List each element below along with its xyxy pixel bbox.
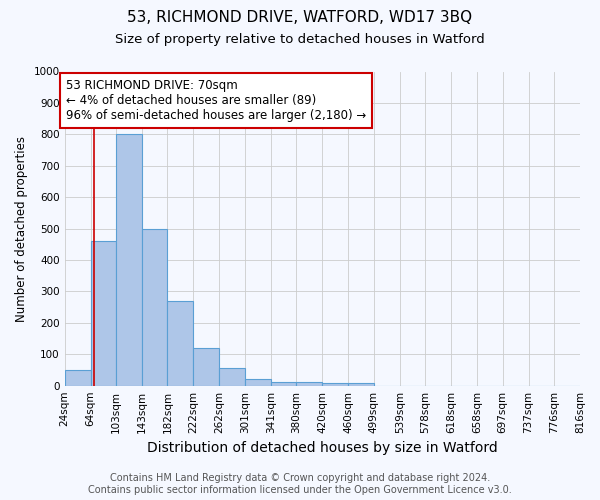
- Text: Size of property relative to detached houses in Watford: Size of property relative to detached ho…: [115, 32, 485, 46]
- Bar: [167, 301, 193, 386]
- Bar: [65, 370, 91, 386]
- Bar: [91, 241, 116, 386]
- Bar: [220, 368, 245, 386]
- X-axis label: Distribution of detached houses by size in Watford: Distribution of detached houses by size …: [147, 441, 497, 455]
- Bar: [322, 383, 349, 386]
- Text: 53, RICHMOND DRIVE, WATFORD, WD17 3BQ: 53, RICHMOND DRIVE, WATFORD, WD17 3BQ: [127, 10, 473, 25]
- Bar: [116, 134, 142, 386]
- Bar: [271, 382, 296, 386]
- Y-axis label: Number of detached properties: Number of detached properties: [15, 136, 28, 322]
- Bar: [142, 228, 167, 386]
- Bar: [349, 383, 374, 386]
- Bar: [296, 382, 322, 386]
- Bar: [245, 379, 271, 386]
- Text: Contains HM Land Registry data © Crown copyright and database right 2024.
Contai: Contains HM Land Registry data © Crown c…: [88, 474, 512, 495]
- Text: 53 RICHMOND DRIVE: 70sqm
← 4% of detached houses are smaller (89)
96% of semi-de: 53 RICHMOND DRIVE: 70sqm ← 4% of detache…: [66, 80, 366, 122]
- Bar: [193, 348, 220, 386]
